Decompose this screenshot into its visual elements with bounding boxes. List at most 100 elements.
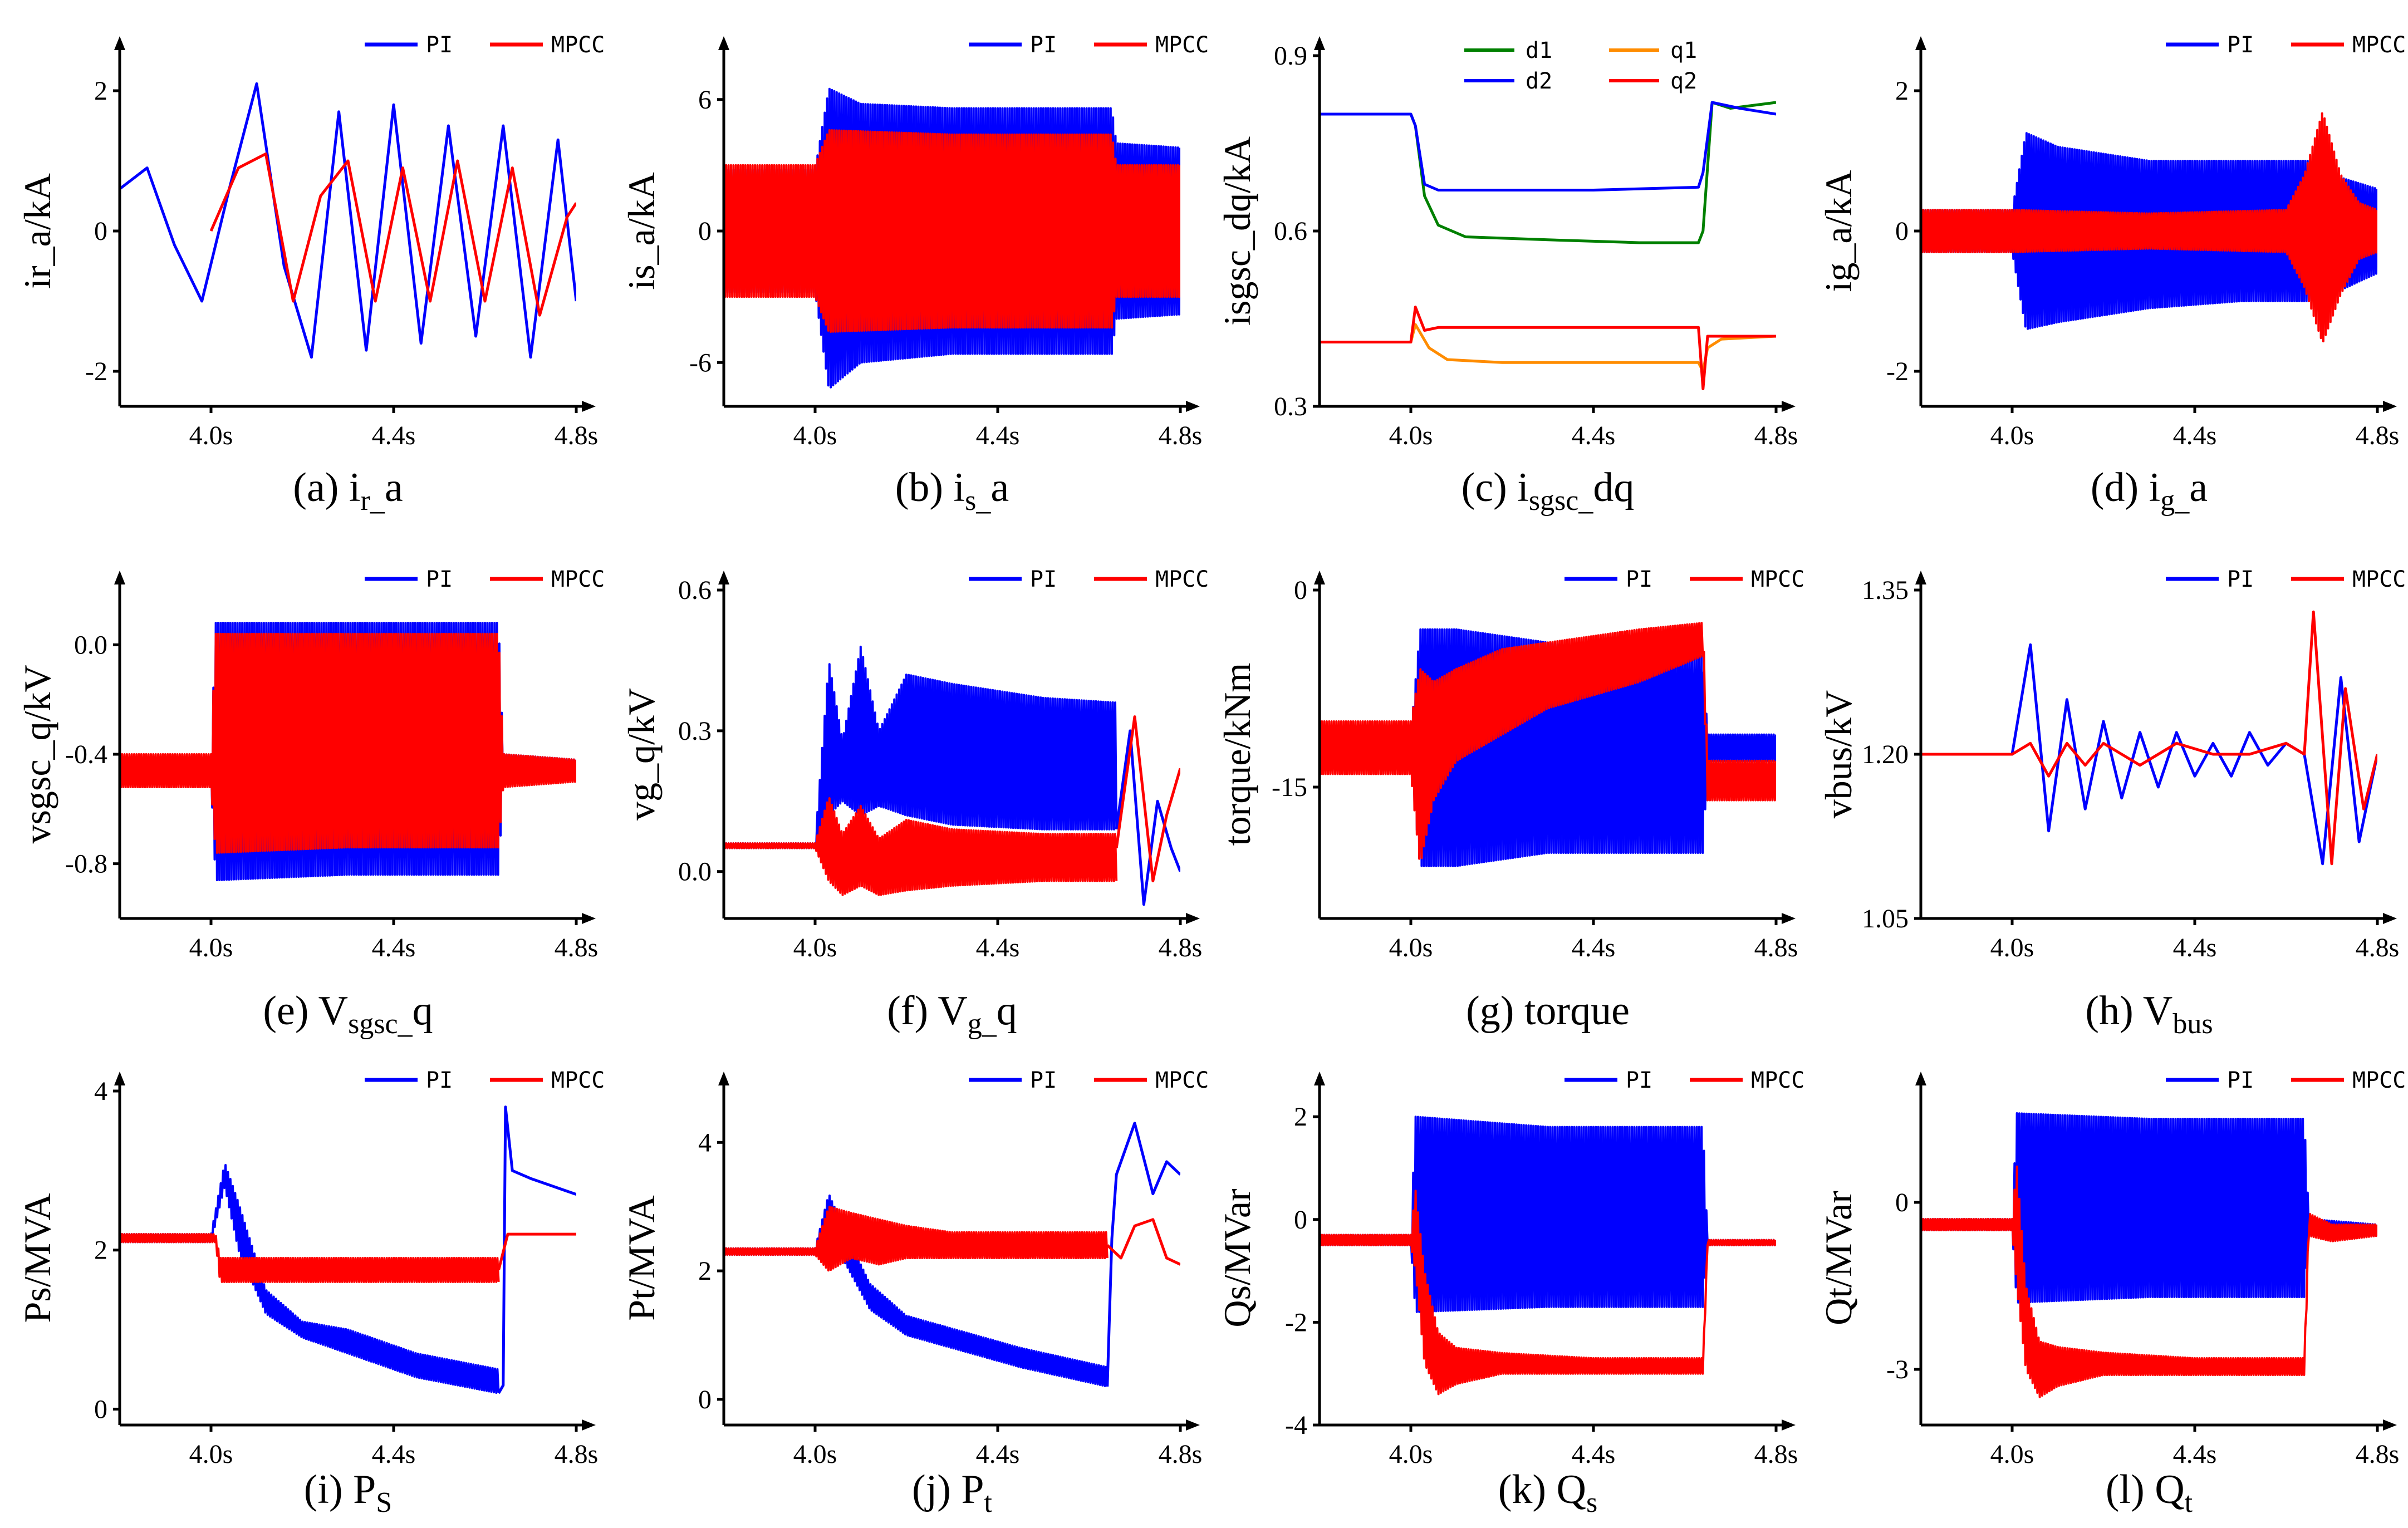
x-tick-label: 4.4s	[2173, 933, 2217, 962]
y-tick-label: 0	[94, 1394, 107, 1424]
y-tick-label: 6	[698, 85, 712, 115]
x-tick-label: 4.8s	[555, 933, 599, 962]
y-tick-label: -0.4	[65, 740, 107, 769]
y-axis-label: Pt/MVA	[620, 1195, 663, 1321]
y-tick-label: 1.05	[1862, 904, 1909, 933]
series-pi	[1320, 1116, 1776, 1313]
y-axis-label: torque/kNm	[1216, 663, 1258, 846]
y-tick-label: -4	[1285, 1411, 1307, 1440]
y-tick-label: 0.3	[1274, 392, 1307, 421]
y-tick-label: 2	[94, 1236, 107, 1265]
series-mpcc	[1320, 1190, 1776, 1396]
legend: d1 q1 d2 q2	[1464, 38, 1697, 94]
plot-area	[724, 1122, 1180, 1387]
legend-label-d1: d1	[1526, 38, 1552, 63]
series-mpcc	[1115, 715, 1180, 883]
x-axis-arrow	[2383, 401, 2397, 412]
legend-label-mpcc: MPCC	[1155, 32, 1209, 58]
y-tick-label: -2	[85, 357, 107, 386]
series-q1	[1320, 323, 1776, 373]
legend-label-mpcc: MPCC	[2352, 567, 2406, 592]
legend: PI MPCC	[365, 1068, 605, 1093]
y-axis-arrow	[1915, 571, 1926, 584]
y-tick-label: 2	[94, 76, 107, 106]
panel-caption: (l) Qt	[2106, 1467, 2193, 1519]
y-tick-label: 4	[94, 1077, 107, 1106]
x-axis-arrow	[1782, 401, 1796, 412]
panel-i: 4.0s 4.4s 4.8s 4 2 0 Ps/MVA PI MPCC (i) PS	[16, 1068, 605, 1519]
series-mpcc	[1921, 112, 2377, 343]
x-tick-label: 4.8s	[555, 1439, 599, 1469]
x-tick-label: 4.8s	[1754, 421, 1798, 450]
series-mpcc	[1320, 622, 1776, 860]
x-tick-label: 4.4s	[372, 421, 416, 450]
y-tick-label: -2	[1886, 357, 1909, 386]
legend-label-pi: PI	[2227, 567, 2254, 592]
y-axis-label: vg_q/kV	[620, 688, 663, 820]
legend-label-pi: PI	[426, 1068, 453, 1093]
legend-label-pi: PI	[1626, 567, 1652, 592]
y-axis-label: ir_a/kA	[16, 173, 58, 289]
y-axis-label: vbus/kV	[1817, 690, 1860, 818]
y-axis-arrow	[114, 1072, 125, 1085]
y-axis-arrow	[1314, 1072, 1325, 1085]
y-tick-label: 0	[1895, 217, 1909, 246]
plot-area	[120, 82, 576, 359]
series-pi	[1921, 643, 2377, 866]
legend-label-pi: PI	[2227, 32, 2254, 58]
series-mpcc	[1106, 1218, 1180, 1266]
panel-caption: (g) torque	[1466, 988, 1630, 1034]
legend-label-mpcc: MPCC	[2352, 32, 2406, 58]
x-tick-label: 4.4s	[976, 421, 1020, 450]
series-pi	[1921, 1112, 2377, 1304]
legend-label-mpcc: MPCC	[1155, 567, 1209, 592]
series-mpcc	[209, 152, 576, 317]
x-axis-arrow	[582, 1419, 596, 1431]
x-axis-arrow	[1186, 1419, 1200, 1431]
legend-label-q1: q1	[1670, 38, 1697, 63]
legend: PI MPCC	[2166, 32, 2406, 58]
legend-label-pi: PI	[1626, 1068, 1652, 1093]
y-tick-label: 0	[698, 1385, 712, 1414]
x-axis-arrow	[1782, 913, 1796, 924]
x-tick-label: 4.0s	[189, 933, 233, 962]
panel-caption: (f) Vg_q	[887, 988, 1017, 1040]
panel-caption: (a) ir_a	[293, 465, 403, 517]
y-tick-label: 1.20	[1862, 740, 1909, 769]
legend-label-mpcc: MPCC	[551, 1068, 605, 1093]
y-tick-label: 0.3	[678, 716, 712, 746]
x-tick-label: 4.4s	[372, 1439, 416, 1469]
series-pi	[724, 1194, 1109, 1387]
y-tick-label: 0.6	[678, 576, 712, 605]
y-axis-label: vsgsc_q/kV	[16, 665, 58, 843]
series-mpcc	[1921, 610, 2377, 866]
y-axis-arrow	[718, 571, 729, 584]
panel-d: 4.0s 4.4s 4.8s 2 0 -2 ig_a/kA PI MPCC (d) ig_a	[1817, 32, 2406, 517]
x-tick-label: 4.8s	[1754, 1439, 1798, 1469]
x-tick-label: 4.0s	[1389, 421, 1433, 450]
y-tick-label: 0.9	[1274, 41, 1307, 71]
x-tick-label: 4.0s	[793, 933, 837, 962]
x-axis-arrow	[1186, 913, 1200, 924]
legend: PI MPCC	[365, 32, 605, 58]
x-tick-label: 4.8s	[2356, 933, 2400, 962]
y-tick-label: 0.0	[74, 630, 107, 660]
panel-caption: (c) isgsc_dq	[1462, 465, 1635, 517]
y-axis-arrow	[1314, 571, 1325, 584]
x-tick-label: 4.4s	[2173, 421, 2217, 450]
y-axis-arrow	[718, 1072, 729, 1085]
panel-l: 4.0s 4.4s 4.8s 0 -3 Qt/MVar PI MPCC (l) Qt	[1817, 1068, 2406, 1519]
x-axis-arrow	[582, 913, 596, 924]
plot-area	[1921, 610, 2377, 866]
series-mpcc	[120, 1233, 500, 1283]
legend: PI MPCC	[1565, 567, 1804, 592]
series-pi	[1115, 729, 1180, 906]
panel-a: 4.0s 4.4s 4.8s 2 0 -2 ir_a/kA PI MPCC (a) ir_a	[16, 32, 605, 517]
x-tick-label: 4.0s	[1990, 933, 2034, 962]
x-axis-arrow	[2383, 1419, 2397, 1431]
plot-area	[1921, 1112, 2377, 1398]
series-mpcc	[1921, 1165, 2377, 1398]
y-axis-label: ig_a/kA	[1817, 170, 1860, 292]
